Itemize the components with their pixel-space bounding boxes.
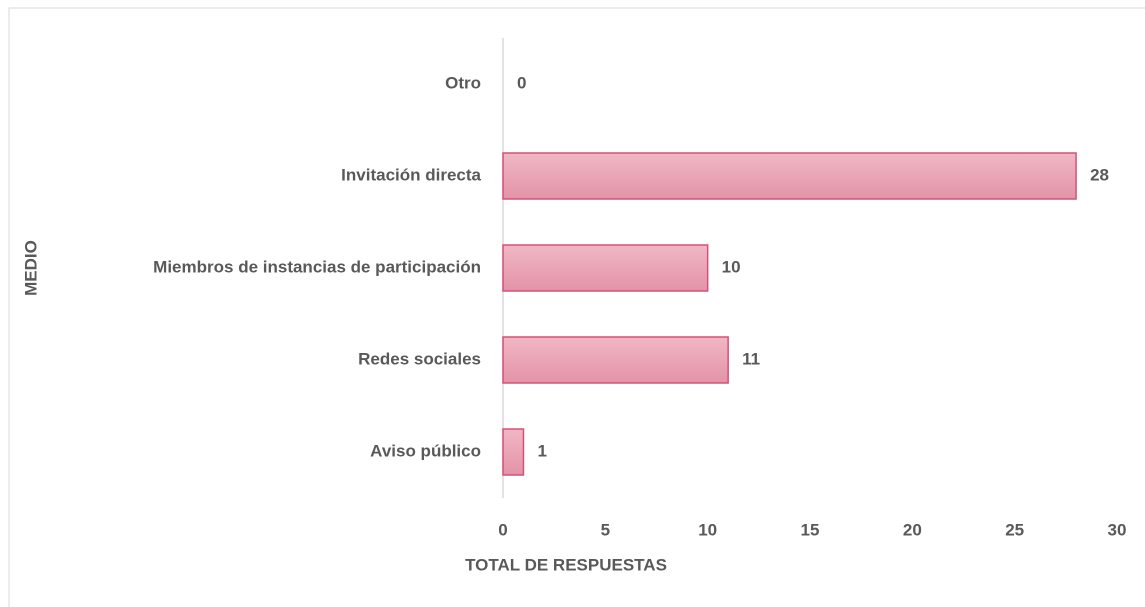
bar — [502, 152, 1077, 200]
data-label: 1 — [537, 441, 546, 460]
y-tick-label: Redes sociales — [358, 349, 481, 368]
bar — [502, 428, 525, 476]
x-tick-label: 15 — [801, 520, 820, 539]
y-tick-label: Otro — [445, 73, 481, 92]
x-tick-label: 30 — [1108, 520, 1127, 539]
bar — [502, 244, 709, 292]
x-axis-title: TOTAL DE RESPUESTAS — [465, 555, 667, 574]
x-tick-label: 25 — [1005, 520, 1024, 539]
y-axis-title: MEDIO — [21, 240, 40, 296]
x-tick-label: 5 — [601, 520, 610, 539]
x-tick-label: 10 — [698, 520, 717, 539]
y-tick-label: Aviso público — [370, 441, 481, 460]
x-tick-label: 20 — [903, 520, 922, 539]
data-label: 28 — [1090, 165, 1109, 184]
data-label: 11 — [742, 349, 760, 368]
chart-frame — [8, 7, 1145, 607]
y-tick-label: Invitación directa — [341, 165, 481, 184]
data-label: 10 — [722, 257, 741, 276]
bar — [502, 336, 729, 384]
data-label: 0 — [517, 73, 526, 92]
y-tick-label: Miembros de instancias de participación — [153, 257, 481, 276]
x-tick-label: 0 — [498, 520, 507, 539]
